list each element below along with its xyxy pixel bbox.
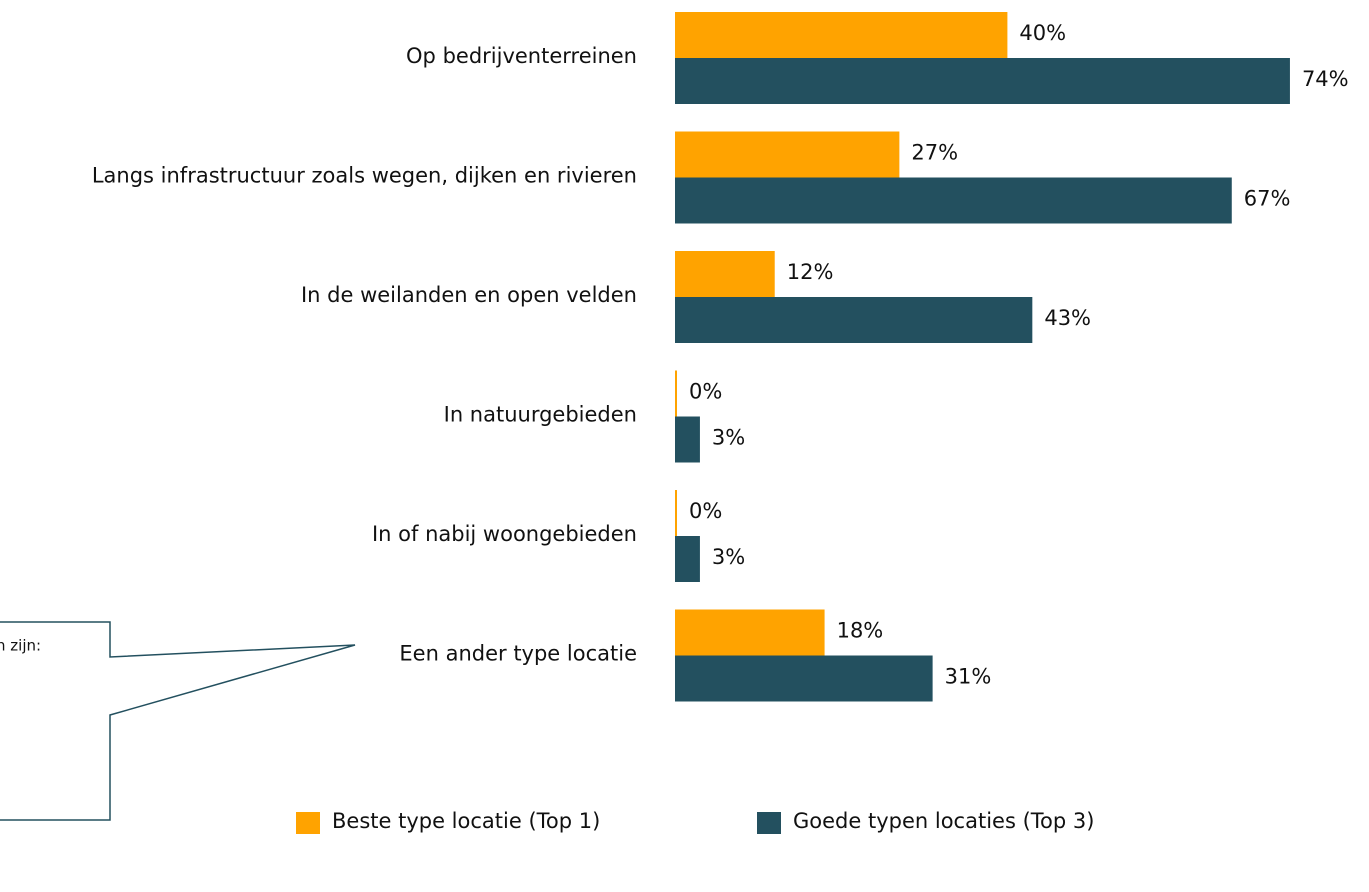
value-label: 3%	[712, 426, 745, 450]
value-label: 27%	[911, 141, 958, 165]
bar	[675, 370, 677, 417]
value-label: 3%	[712, 545, 745, 569]
bar	[675, 536, 700, 582]
legend-label: Beste type locatie (Top 1)	[332, 809, 600, 833]
value-label: 74%	[1302, 67, 1349, 91]
category-label: Een ander type locatie	[399, 642, 637, 666]
callout-text: n zijn:	[0, 637, 41, 655]
value-label: 67%	[1244, 187, 1291, 211]
category-label: In de weilanden en open velden	[301, 283, 637, 307]
value-label: 43%	[1044, 306, 1091, 330]
bar	[675, 58, 1290, 104]
legend-swatch	[296, 812, 320, 834]
bar	[675, 655, 933, 702]
bar	[675, 12, 1008, 58]
value-label: 18%	[837, 619, 884, 643]
bar	[675, 251, 775, 297]
bar	[675, 490, 677, 536]
bar	[675, 609, 825, 656]
category-label: Op bedrijventerreinen	[406, 44, 637, 68]
value-label: 31%	[945, 665, 992, 689]
bar	[675, 177, 1232, 224]
value-label: 0%	[689, 499, 722, 523]
bar	[675, 297, 1033, 343]
legend-swatch	[757, 812, 781, 834]
value-label: 12%	[787, 260, 834, 284]
bar	[675, 416, 700, 463]
bar	[675, 131, 900, 178]
value-label: 40%	[1019, 21, 1066, 45]
category-label: In of nabij woongebieden	[372, 522, 637, 546]
value-label: 0%	[689, 380, 722, 404]
legend-label: Goede typen locaties (Top 3)	[793, 809, 1094, 833]
category-label: In natuurgebieden	[444, 403, 637, 427]
callout-box	[0, 621, 356, 821]
category-label: Langs infrastructuur zoals wegen, dijken…	[92, 164, 637, 188]
